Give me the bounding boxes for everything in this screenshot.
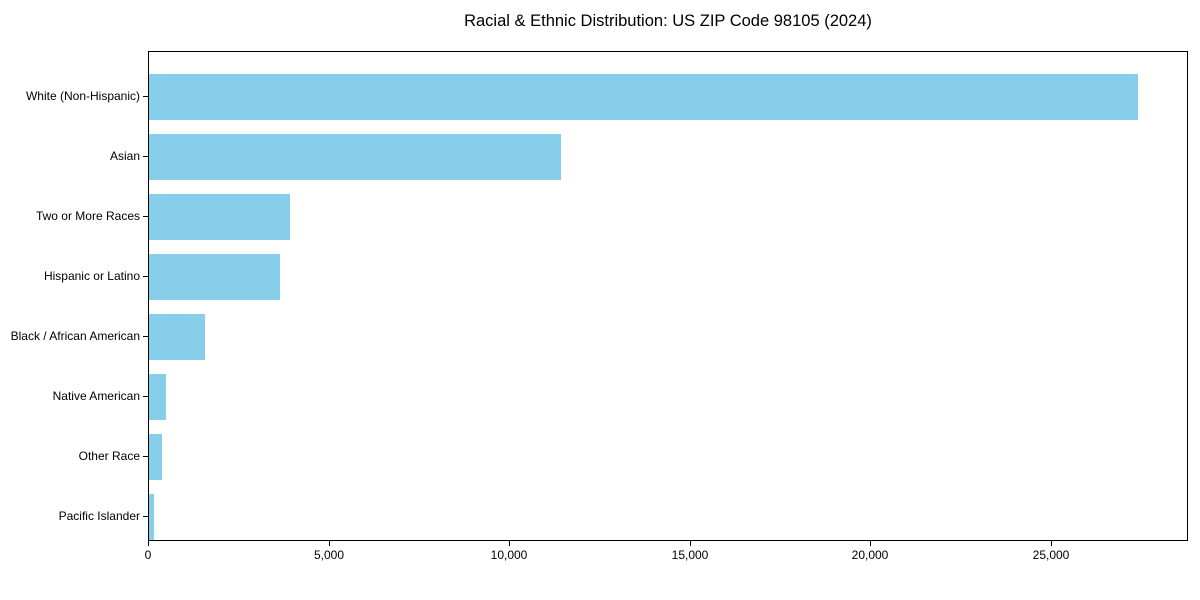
y-tick-label: Hispanic or Latino [43,269,140,283]
bar-asian [149,134,561,180]
y-tick-label: Two or More Races [35,209,140,223]
bar-native-american [149,374,166,420]
y-tick-label: Native American [52,389,140,403]
y-tick-mark [143,516,148,517]
y-tick-mark [143,96,148,97]
x-tick-label: 0 [144,548,152,562]
y-tick-mark [143,336,148,337]
y-tick-label: Other Race [78,449,140,463]
x-tick-mark [148,541,149,546]
bar-two-or-more-races [149,194,290,240]
y-tick-mark [143,456,148,457]
bar-black-african-american [149,314,205,360]
x-tick-mark [1051,541,1052,546]
y-tick-label: Pacific Islander [58,509,140,523]
y-tick-label: Black / African American [10,329,140,343]
y-tick-mark [143,216,148,217]
x-tick-label: 5,000 [313,548,345,562]
x-tick-label: 15,000 [671,548,709,562]
bar-hispanic-or-latino [149,254,280,300]
x-tick-mark [509,541,510,546]
y-tick-label: Asian [109,149,140,163]
y-tick-mark [143,156,148,157]
x-tick-label: 10,000 [490,548,528,562]
bar-white-non-hispanic [149,74,1138,120]
y-tick-mark [143,276,148,277]
plot-area [148,51,1188,541]
y-tick-mark [143,396,148,397]
x-tick-mark [870,541,871,546]
bar-other-race [149,434,162,480]
chart-title: Racial & Ethnic Distribution: US ZIP Cod… [464,12,872,30]
y-tick-label: White (Non-Hispanic) [25,89,140,103]
x-tick-label: 20,000 [851,548,889,562]
x-tick-mark [690,541,691,546]
x-tick-label: 25,000 [1032,548,1070,562]
bar-pacific-islander [149,494,154,540]
x-tick-mark [329,541,330,546]
